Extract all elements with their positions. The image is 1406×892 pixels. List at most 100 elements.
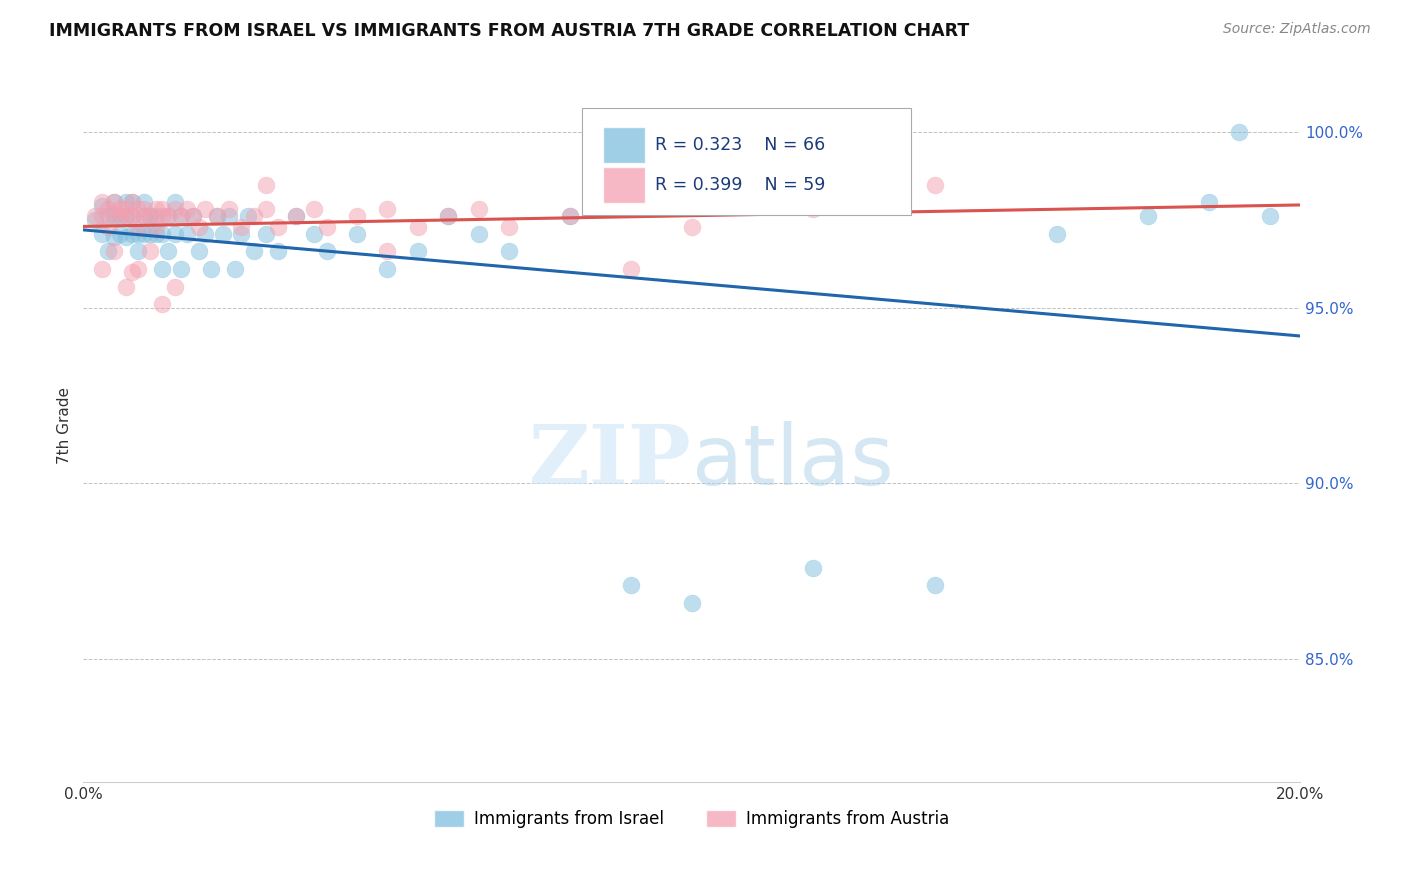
Point	[1227, 125, 1250, 139]
Point	[139, 209, 162, 223]
Point	[681, 596, 703, 610]
Point	[103, 205, 125, 219]
Text: atlas: atlas	[692, 421, 893, 501]
Point	[346, 227, 368, 241]
Point	[121, 209, 143, 223]
Point	[145, 209, 167, 223]
Point	[681, 219, 703, 234]
Point	[377, 202, 399, 217]
Point	[150, 209, 173, 223]
Point	[558, 209, 581, 223]
Point	[127, 227, 149, 241]
Point	[467, 202, 489, 217]
Point	[121, 265, 143, 279]
Text: R = 0.323    N = 66: R = 0.323 N = 66	[655, 136, 825, 154]
Point	[620, 578, 643, 592]
Point	[90, 195, 112, 210]
Point	[346, 209, 368, 223]
Point	[187, 219, 209, 234]
Point	[212, 227, 235, 241]
Point	[169, 262, 191, 277]
Point	[194, 227, 217, 241]
Text: Source: ZipAtlas.com: Source: ZipAtlas.com	[1223, 22, 1371, 37]
Point	[801, 202, 824, 217]
FancyBboxPatch shape	[603, 167, 645, 202]
Point	[181, 209, 204, 223]
Point	[285, 209, 308, 223]
Point	[150, 227, 173, 241]
Point	[163, 195, 186, 210]
Point	[924, 578, 946, 592]
Point	[157, 209, 180, 223]
Point	[176, 227, 198, 241]
Point	[103, 195, 125, 210]
Point	[90, 209, 112, 223]
FancyBboxPatch shape	[582, 108, 911, 215]
Text: IMMIGRANTS FROM ISRAEL VS IMMIGRANTS FROM AUSTRIA 7TH GRADE CORRELATION CHART: IMMIGRANTS FROM ISRAEL VS IMMIGRANTS FRO…	[49, 22, 970, 40]
Point	[205, 209, 228, 223]
Point	[97, 202, 120, 217]
Point	[620, 262, 643, 277]
Point	[315, 219, 337, 234]
Point	[315, 244, 337, 259]
Point	[127, 219, 149, 234]
Point	[163, 202, 186, 217]
Point	[139, 209, 162, 223]
Point	[115, 202, 138, 217]
Point	[1136, 209, 1159, 223]
Point	[1046, 227, 1069, 241]
Point	[1258, 209, 1281, 223]
Point	[108, 209, 131, 223]
Point	[254, 178, 277, 192]
Point	[121, 209, 143, 223]
Point	[231, 227, 253, 241]
Point	[267, 244, 290, 259]
Point	[163, 279, 186, 293]
Text: R = 0.399    N = 59: R = 0.399 N = 59	[655, 176, 825, 194]
Point	[498, 219, 520, 234]
Point	[169, 209, 191, 223]
Point	[145, 219, 167, 234]
Text: ZIP: ZIP	[529, 421, 692, 501]
Point	[218, 202, 240, 217]
Point	[205, 209, 228, 223]
FancyBboxPatch shape	[603, 127, 645, 162]
Point	[406, 244, 429, 259]
Point	[150, 297, 173, 311]
Point	[498, 244, 520, 259]
Point	[236, 209, 259, 223]
Point	[924, 178, 946, 192]
Point	[139, 227, 162, 241]
Point	[108, 209, 131, 223]
Point	[103, 244, 125, 259]
Point	[254, 227, 277, 241]
Point	[242, 209, 264, 223]
Point	[127, 202, 149, 217]
Point	[115, 279, 138, 293]
Point	[127, 244, 149, 259]
Point	[108, 202, 131, 217]
Point	[194, 202, 217, 217]
Point	[150, 262, 173, 277]
Point	[134, 195, 156, 210]
Point	[103, 209, 125, 223]
Point	[115, 209, 138, 223]
Point	[218, 209, 240, 223]
Point	[115, 209, 138, 223]
Point	[157, 209, 180, 223]
Point	[200, 262, 222, 277]
Point	[121, 195, 143, 210]
Point	[90, 227, 112, 241]
Point	[134, 227, 156, 241]
Point	[242, 244, 264, 259]
Point	[139, 244, 162, 259]
Point	[437, 209, 460, 223]
Point	[163, 227, 186, 241]
Point	[150, 202, 173, 217]
Point	[115, 230, 138, 244]
Point	[231, 219, 253, 234]
Point	[285, 209, 308, 223]
Point	[406, 219, 429, 234]
Point	[437, 209, 460, 223]
Point	[97, 244, 120, 259]
